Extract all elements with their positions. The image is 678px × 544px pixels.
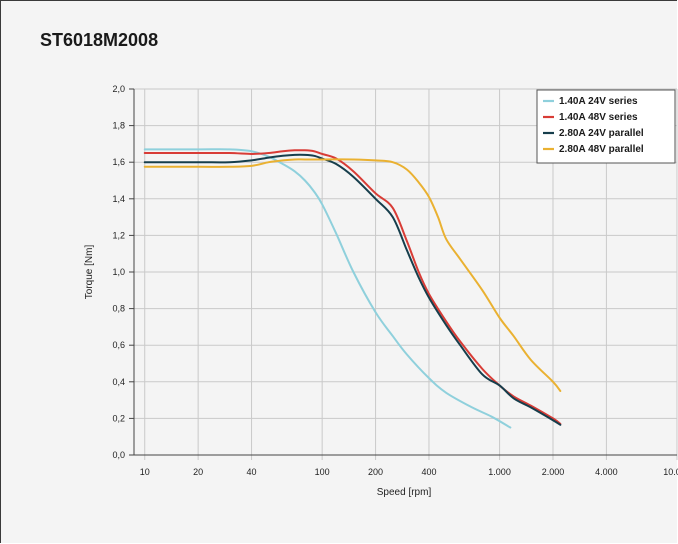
- tick-labels: 0,0 0,2 0,4 0,6 0,8 1,0 1,2 1,4 1,6 1,8 2,0 10 20 40 1…: [112, 84, 678, 477]
- legend-label: 2.80A 48V parallel: [559, 144, 644, 155]
- x-tick-label: 4.000: [595, 467, 618, 477]
- legend-label: 2.80A 24V parallel: [559, 128, 644, 139]
- series-line-2-80a-24v-parallel: [143, 153, 562, 426]
- y-tick-label: 1,8: [112, 121, 125, 131]
- legend-label: 1.40A 48V series: [559, 112, 638, 123]
- y-tick-label: 2,0: [112, 84, 125, 94]
- chart-title: ST6018M2008: [40, 30, 159, 50]
- y-tick-label: 0,6: [112, 340, 125, 350]
- y-tick-label: 1,2: [112, 230, 125, 240]
- x-tick-label: 100: [315, 467, 330, 477]
- y-tick-label: 0,0: [112, 450, 125, 460]
- y-tick-label: 0,8: [112, 304, 125, 314]
- y-axis-label: Torque [Nm]: [84, 245, 95, 300]
- y-tick-label: 1,0: [112, 267, 125, 277]
- legend-label: 1.40A 24V series: [559, 96, 638, 107]
- x-axis-label: Speed [rpm]: [377, 487, 432, 498]
- legend-box: [536, 89, 676, 164]
- series-lines: [143, 148, 562, 429]
- series-line-1-40a-24v-series: [143, 148, 512, 429]
- y-tick-label: 0,2: [112, 413, 125, 423]
- y-tick-label: 1,6: [112, 157, 125, 167]
- x-tick-label: 10: [140, 467, 150, 477]
- series-line-2-80a-48v-parallel: [143, 158, 562, 392]
- x-tick-label: 200: [368, 467, 383, 477]
- legend: 1.40A 24V series 1.40A 48V series 2.80A 24…: [536, 89, 676, 164]
- x-tick-label: 10.000: [663, 467, 678, 477]
- y-tick-label: 1,4: [112, 194, 125, 204]
- x-tick-label: 40: [247, 467, 257, 477]
- x-tick-label: 2.000: [542, 467, 565, 477]
- x-tick-label: 400: [421, 467, 436, 477]
- y-tick-label: 0,4: [112, 377, 125, 387]
- x-tick-label: 1.000: [488, 467, 511, 477]
- x-tick-label: 20: [193, 467, 203, 477]
